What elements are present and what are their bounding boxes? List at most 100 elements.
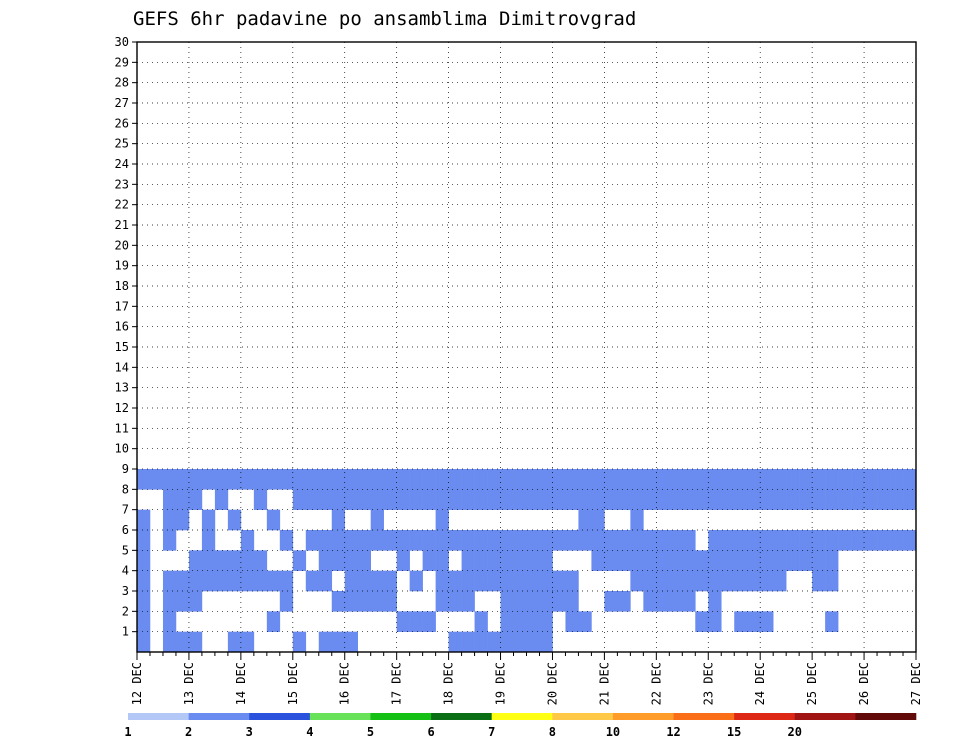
- precip-cell: [669, 469, 683, 490]
- precip-cell: [240, 469, 255, 490]
- precip-cell: [643, 530, 657, 551]
- x-tick-label: 25 DEC: [805, 662, 819, 705]
- precip-cell: [786, 489, 800, 510]
- precip-cell: [500, 489, 514, 510]
- precip-cell: [669, 530, 683, 551]
- precip-cell: [305, 570, 320, 592]
- precip-cell: [487, 489, 501, 510]
- precip-cell: [539, 550, 553, 571]
- precip-cell: [396, 489, 410, 510]
- precip-cell: [266, 509, 281, 531]
- precip-cell: [773, 469, 787, 490]
- precip-cell: [409, 489, 423, 510]
- x-tick-label: 17 DEC: [390, 662, 404, 705]
- precip-cell: [201, 509, 216, 531]
- precip-cell: [513, 469, 527, 490]
- colorbar: 1 2 3 4 5 6 7 8 10 12 15 20: [124, 713, 917, 739]
- precip-cell: [786, 469, 800, 490]
- precip-cell: [305, 489, 320, 510]
- precip-cell: [565, 591, 579, 612]
- precip-cell: [292, 550, 307, 571]
- precip-cell: [435, 570, 449, 592]
- precip-cell: [539, 489, 553, 510]
- precip-cell: [617, 550, 631, 571]
- precip-cell: [500, 530, 514, 551]
- precip-cell: [734, 469, 748, 490]
- y-tick-label: 7: [122, 503, 129, 517]
- y-tick-label: 18: [115, 279, 129, 293]
- precip-cell: [175, 489, 190, 510]
- precip-cell: [552, 530, 566, 551]
- x-tick-label: 16 DEC: [338, 662, 352, 705]
- precip-cell: [747, 530, 761, 551]
- precip-cell: [604, 591, 618, 612]
- precip-cell: [266, 611, 281, 632]
- precip-cell: [188, 570, 203, 592]
- precip-cell: [162, 509, 177, 531]
- precip-cell: [643, 550, 657, 571]
- precip-cell: [669, 489, 683, 510]
- colorbar-label: 4: [306, 725, 313, 739]
- precip-cell: [526, 530, 540, 551]
- precip-cell: [864, 530, 878, 551]
- precip-cell: [656, 570, 670, 592]
- precip-cell: [214, 489, 229, 510]
- precip-cell: [344, 550, 359, 571]
- precip-cell: [721, 530, 735, 551]
- precip-cell: [578, 509, 592, 531]
- precip-cell: [279, 570, 294, 592]
- colorbar-label: 20: [788, 725, 802, 739]
- precip-cell: [396, 530, 410, 551]
- y-tick-label: 11: [115, 421, 129, 435]
- precip-cell: [799, 530, 813, 551]
- colorbar-label: 7: [488, 725, 495, 739]
- precip-cell: [604, 469, 618, 490]
- precip-cell: [526, 591, 540, 612]
- precip-cell: [396, 550, 410, 571]
- precip-cell: [422, 530, 436, 551]
- precip-cell: [773, 530, 787, 551]
- y-tick-label: 24: [115, 157, 129, 171]
- precip-cell: [656, 469, 670, 490]
- precip-cell: [500, 631, 514, 653]
- precip-cell: [318, 469, 333, 490]
- precip-cell: [253, 570, 268, 592]
- precip-cell: [344, 469, 359, 490]
- precip-cell: [617, 591, 631, 612]
- precip-cell: [357, 591, 371, 612]
- colorbar-label: 8: [549, 725, 556, 739]
- colorbar-label: 10: [606, 725, 620, 739]
- precip-cell: [370, 489, 384, 510]
- precip-cell: [682, 591, 696, 612]
- x-tick-label: 21 DEC: [597, 662, 611, 705]
- precip-cell: [734, 550, 748, 571]
- precip-cell: [175, 469, 190, 490]
- precip-cell: [474, 611, 488, 632]
- precip-cell: [149, 469, 164, 490]
- y-tick-label: 20: [115, 238, 129, 252]
- precip-cell: [903, 469, 917, 490]
- y-tick-label: 12: [115, 401, 129, 415]
- precip-cell: [214, 570, 229, 592]
- precip-cell: [539, 591, 553, 612]
- precip-cell: [292, 489, 307, 510]
- precip-cell: [253, 489, 268, 510]
- precip-cell: [435, 509, 449, 531]
- precip-cell: [643, 570, 657, 592]
- precip-cell: [760, 570, 774, 592]
- precip-cell: [331, 631, 346, 653]
- colorbar-swatch: [612, 713, 674, 720]
- colorbar-label: 5: [367, 725, 374, 739]
- precip-cell: [214, 469, 229, 490]
- y-tick-label: 23: [115, 177, 129, 191]
- precip-cell: [630, 489, 644, 510]
- colorbar-label: 12: [666, 725, 680, 739]
- precip-cell: [513, 591, 527, 612]
- precip-cell: [838, 489, 852, 510]
- precip-cell: [188, 489, 203, 510]
- precip-cell: [513, 550, 527, 571]
- x-tick-label: 26 DEC: [857, 662, 871, 705]
- colorbar-swatch: [249, 713, 311, 720]
- precip-cell: [344, 489, 359, 510]
- precip-cell: [383, 591, 397, 612]
